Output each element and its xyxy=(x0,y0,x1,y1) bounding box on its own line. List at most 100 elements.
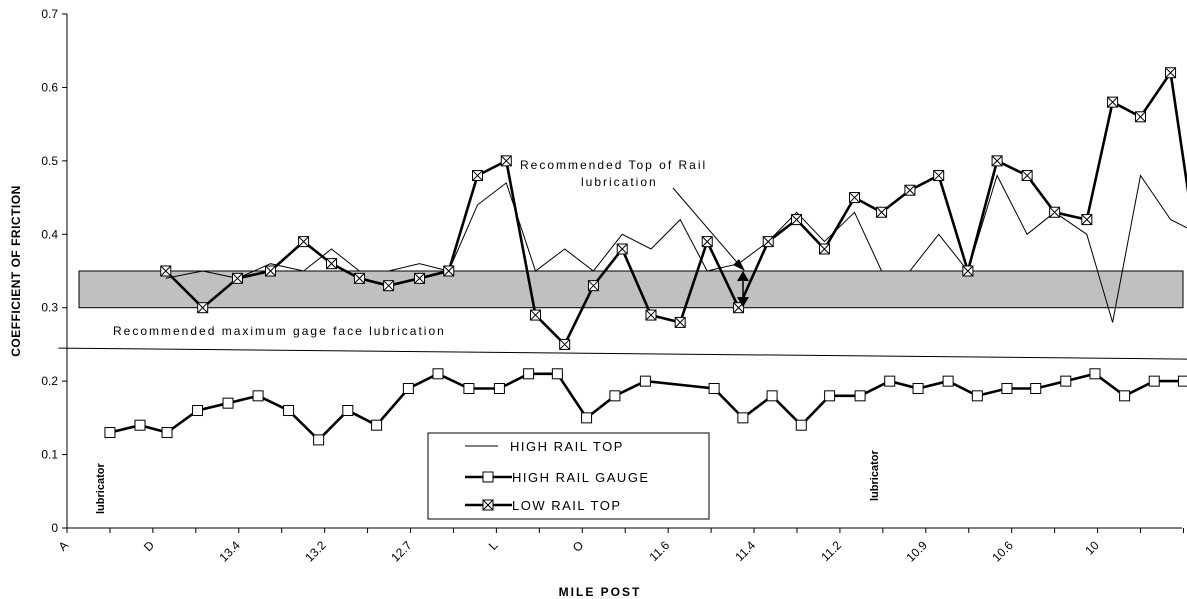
marker-xbox xyxy=(298,236,310,248)
annotation-gage-face: Recommended maximum gage face lubricatio… xyxy=(113,324,446,338)
marker-square xyxy=(581,412,593,424)
marker-square xyxy=(609,390,621,402)
marker-xbox xyxy=(529,309,541,321)
marker-square xyxy=(283,405,295,417)
gage-face-label-bg xyxy=(112,320,496,339)
marker-square xyxy=(942,375,954,387)
legend-marker-xbox xyxy=(482,499,494,511)
marker-xbox xyxy=(265,265,277,277)
marker-xbox xyxy=(962,265,974,277)
recommended-band xyxy=(78,270,1184,309)
marker-xbox xyxy=(353,272,365,284)
y-tick-label: 0.5 xyxy=(41,154,58,168)
annotation-pointer-arrowhead xyxy=(733,259,745,271)
marker-xbox xyxy=(500,155,512,167)
lubricator-label-1: lubricator xyxy=(95,463,107,514)
marker-square xyxy=(737,412,749,424)
marker-square xyxy=(854,390,866,402)
marker-square xyxy=(912,382,924,394)
marker-square xyxy=(134,419,146,431)
x-tick-label: O xyxy=(570,538,587,555)
x-tick-label: 11.4 xyxy=(732,538,758,564)
marker-square xyxy=(342,405,354,417)
marker-xbox xyxy=(818,243,830,255)
marker-square xyxy=(313,434,325,446)
marker-xbox xyxy=(472,170,484,182)
marker-square xyxy=(104,427,116,439)
x-tick-label: 13.4 xyxy=(216,538,243,565)
x-tick-label: 10.6 xyxy=(989,538,1016,565)
marker-square xyxy=(824,390,836,402)
annotation-top-of-rail-line2: lubrication xyxy=(581,175,658,189)
marker-square xyxy=(371,419,383,431)
legend-label-high-rail-top: HIGH RAIL TOP xyxy=(510,439,624,454)
marker-square xyxy=(161,427,173,439)
marker-xbox xyxy=(443,265,455,277)
marker-square xyxy=(523,368,535,380)
legend-label-low-rail-top: LOW RAIL TOP xyxy=(512,498,622,513)
marker-square xyxy=(222,397,234,409)
marker-xbox xyxy=(1021,170,1033,182)
marker-xbox xyxy=(904,184,916,196)
marker-xbox xyxy=(383,280,395,292)
marker-xbox xyxy=(616,243,628,255)
marker-xbox xyxy=(849,192,861,204)
x-tick-label: 11.6 xyxy=(646,538,672,564)
marker-square xyxy=(1177,375,1187,387)
legend-marker-square xyxy=(482,471,494,483)
x-tick-label: 11.2 xyxy=(818,538,844,564)
marker-xbox xyxy=(414,272,426,284)
marker-square xyxy=(971,390,983,402)
marker-xbox xyxy=(876,206,888,218)
marker-square xyxy=(252,390,264,402)
legend-label-high-rail-gauge: HIGH RAIL GAUGE xyxy=(512,470,650,485)
y-tick-label: 0.1 xyxy=(41,448,58,462)
x-axis-ticks: A D 13.4 13.2 12.7 L O 11.6 11.4 11.2 10.9 10.6 10 xyxy=(56,528,1184,565)
y-tick-label: 0.6 xyxy=(41,80,58,94)
series-line-0 xyxy=(165,174,1187,323)
marker-xbox xyxy=(1081,214,1093,226)
marker-xbox xyxy=(1165,67,1177,79)
y-tick-label: 0 xyxy=(51,521,58,535)
marker-square xyxy=(432,368,444,380)
marker-square xyxy=(884,375,896,387)
y-axis-ticks: 0 0.1 0.2 0.3 0.4 0.5 0.6 0.7 xyxy=(41,7,67,535)
marker-square xyxy=(766,390,778,402)
marker-square xyxy=(708,382,720,394)
marker-xbox xyxy=(197,302,209,314)
y-tick-label: 0.7 xyxy=(41,7,58,21)
marker-square xyxy=(463,382,475,394)
y-axis-title: COEFFICIENT OF FRICTION xyxy=(9,185,23,357)
x-tick-label: 10.9 xyxy=(904,538,931,565)
lubricator-label-2: lubricator xyxy=(869,450,881,501)
marker-xbox xyxy=(326,258,338,270)
marker-xbox xyxy=(933,170,945,182)
marker-xbox xyxy=(160,265,172,277)
marker-xbox xyxy=(674,316,686,328)
x-tick-label: A xyxy=(56,538,72,554)
x-tick-label: 12.7 xyxy=(388,538,415,565)
y-tick-label: 0.4 xyxy=(41,227,58,241)
x-tick-label: D xyxy=(141,538,157,554)
marker-xbox xyxy=(991,155,1003,167)
marker-square xyxy=(192,405,204,417)
marker-square xyxy=(1119,390,1131,402)
marker-xbox xyxy=(587,280,599,292)
marker-square xyxy=(1060,375,1072,387)
marker-square xyxy=(639,375,651,387)
marker-xbox xyxy=(645,309,657,321)
marker-square xyxy=(1001,382,1013,394)
series-layer xyxy=(104,67,1187,446)
gage-face-guide-line xyxy=(58,347,1187,360)
axes xyxy=(66,14,1182,529)
marker-xbox xyxy=(701,236,713,248)
marker-square xyxy=(551,368,563,380)
marker-xbox xyxy=(1107,96,1119,108)
y-tick-label: 0.3 xyxy=(41,301,58,315)
x-tick-label: 13.2 xyxy=(302,538,329,565)
annotation-top-of-rail-line1: Recommended Top of Rail xyxy=(520,158,707,172)
x-tick-label: L xyxy=(486,538,501,553)
marker-square xyxy=(1148,375,1160,387)
annotation-pointer-line xyxy=(672,187,742,268)
marker-xbox xyxy=(559,338,571,350)
